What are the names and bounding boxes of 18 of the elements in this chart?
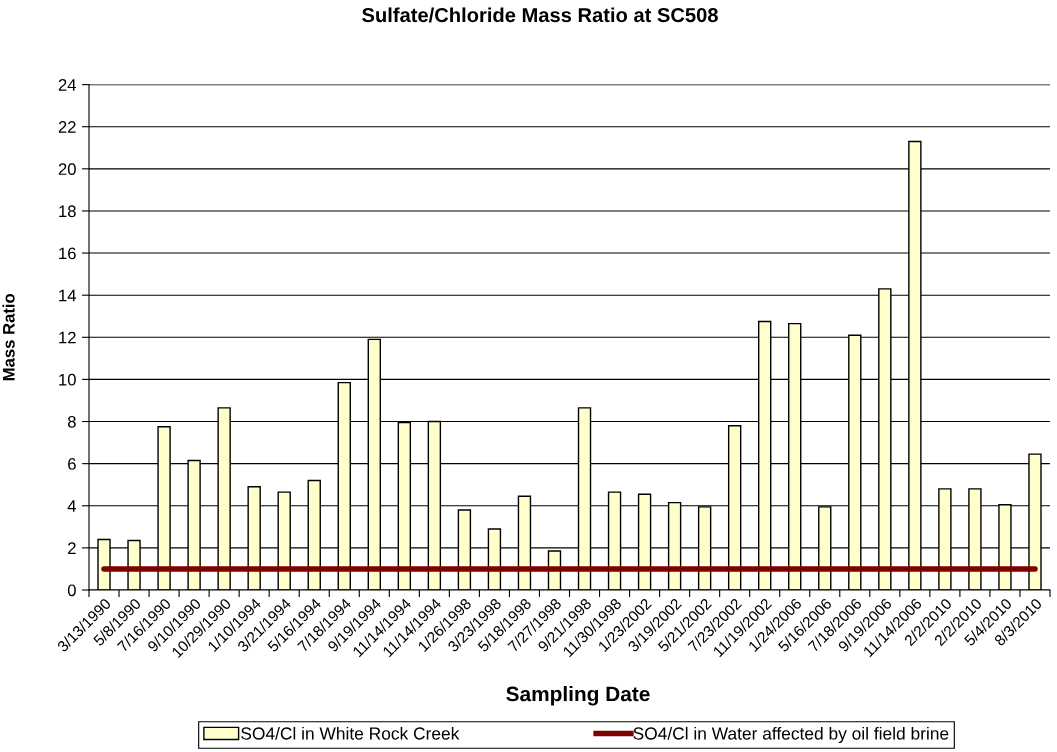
chart-title: Sulfate/Chloride Mass Ratio at SC508	[362, 7, 718, 23]
y-tick-label: 6	[68, 458, 76, 470]
y-tick-label: 16	[59, 247, 76, 260]
y-tick-label: 4	[67, 500, 77, 512]
legend-label: SO4/Cl in Water affected by oil field brine	[633, 726, 949, 744]
legend-label: SO4/Cl in White Rock Creek	[241, 726, 460, 740]
y-tick-label: 10	[59, 373, 76, 386]
y-tick-label: 8	[67, 415, 76, 428]
y-tick-label: 18	[59, 205, 76, 218]
y-tick-label: 12	[59, 331, 76, 344]
y-tick-label: 20	[58, 163, 76, 176]
y-tick-label: 22	[58, 121, 76, 133]
y-tick-label: 0	[67, 584, 76, 597]
x-axis-title: Sampling Date	[506, 686, 650, 706]
y-tick-label: 24	[58, 79, 77, 91]
y-axis-title: Mass Ratio	[2, 293, 15, 381]
y-tick-label: 14	[59, 289, 77, 302]
y-tick-label: 2	[68, 542, 76, 554]
